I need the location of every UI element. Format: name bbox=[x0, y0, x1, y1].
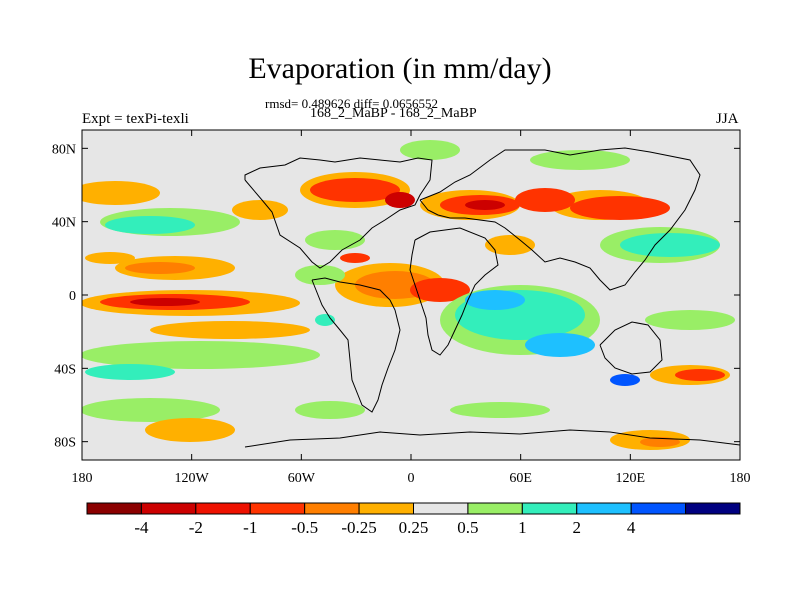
y-tick-label: 40S bbox=[54, 362, 76, 377]
field-negative bbox=[570, 196, 670, 220]
colorbar-label: -0.25 bbox=[341, 518, 376, 537]
colorbar: -4 -2 -1 -0.5 -0.25 0.25 0.5 1 2 4 bbox=[86, 502, 741, 537]
field-positive bbox=[85, 364, 175, 380]
field-negative bbox=[675, 369, 725, 381]
x-tick-label: 60W bbox=[288, 471, 316, 486]
y-tick-label: 80N bbox=[52, 142, 76, 157]
colorbar-swatch bbox=[195, 502, 251, 515]
field-negative bbox=[340, 253, 370, 263]
colorbar-swatch bbox=[413, 502, 469, 515]
field-negative bbox=[232, 200, 288, 220]
colorbar-label: -4 bbox=[134, 518, 149, 537]
experiment-label: Expt = texPi-texli bbox=[82, 111, 189, 127]
coastline-australia bbox=[599, 321, 663, 375]
coastline-eurasia bbox=[419, 147, 701, 291]
colorbar-swatch bbox=[304, 502, 360, 515]
contour-fields bbox=[82, 140, 735, 450]
field-positive bbox=[82, 398, 220, 422]
colorbar-swatch bbox=[685, 502, 741, 515]
x-tick-label: 120E bbox=[616, 471, 646, 486]
y-tick-label: 0 bbox=[69, 289, 76, 304]
field-positive bbox=[82, 341, 320, 369]
field-positive bbox=[645, 310, 735, 330]
field-negative bbox=[485, 235, 535, 255]
colorbar-swatch bbox=[140, 502, 197, 515]
coastline-south-america bbox=[311, 277, 401, 413]
colorbar-swatch bbox=[521, 502, 578, 515]
colorbar-label: -0.5 bbox=[291, 518, 318, 537]
field-negative bbox=[410, 278, 470, 302]
coastline-africa bbox=[409, 227, 499, 356]
x-tick-label: 180 bbox=[72, 471, 93, 486]
cases-label: 168_2_MaBP - 168_2_MaBP bbox=[310, 106, 477, 121]
coastlines bbox=[244, 147, 740, 448]
field-negative bbox=[125, 262, 195, 274]
colorbar-label: 4 bbox=[627, 518, 636, 537]
field-positive bbox=[530, 150, 630, 170]
field-positive bbox=[305, 230, 365, 250]
coastline-antarctica bbox=[244, 429, 740, 448]
field-negative bbox=[385, 192, 415, 208]
colorbar-swatch bbox=[358, 502, 415, 515]
field-positive bbox=[400, 140, 460, 160]
x-tick-label: 180 bbox=[730, 471, 751, 486]
colorbar-label: 1 bbox=[518, 518, 527, 537]
field-positive bbox=[525, 333, 595, 357]
field-positive bbox=[315, 314, 335, 326]
y-tick-label: 40N bbox=[52, 216, 76, 231]
colorbar-label: -2 bbox=[189, 518, 203, 537]
colorbar-swatch bbox=[467, 502, 523, 515]
field-positive bbox=[465, 290, 525, 310]
field-positive bbox=[295, 401, 365, 419]
colorbar-swatch bbox=[86, 502, 142, 515]
colorbar-swatch bbox=[249, 502, 306, 515]
x-tick-label: 60E bbox=[509, 471, 532, 486]
colorbar-label: 2 bbox=[573, 518, 582, 537]
field-negative bbox=[145, 418, 235, 442]
colorbar-label: 0.5 bbox=[457, 518, 478, 537]
stats-label: rmsd= 0.489626 diff= 0.0656552 bbox=[265, 96, 438, 111]
field-negative bbox=[465, 200, 505, 210]
field-negative bbox=[82, 181, 160, 205]
field-negative bbox=[310, 178, 400, 202]
colorbar-swatch bbox=[576, 502, 632, 515]
season-label: JJA bbox=[716, 111, 739, 127]
colorbar-swatch bbox=[630, 502, 687, 515]
field-negative bbox=[85, 252, 135, 264]
coastline-north-america bbox=[244, 157, 433, 269]
map-title: Evaporation (in mm/day) bbox=[248, 52, 552, 85]
field-positive bbox=[620, 233, 720, 257]
field-negative bbox=[515, 188, 575, 212]
field-negative bbox=[150, 321, 310, 339]
y-axis: 80N 40N 0 40S 80S bbox=[52, 142, 740, 451]
field-positive bbox=[450, 402, 550, 418]
field-negative bbox=[130, 298, 200, 306]
field-negative bbox=[640, 437, 680, 447]
colorbar-label: 0.25 bbox=[399, 518, 429, 537]
x-axis: 180 120W 60W 0 60E 120E 180 bbox=[72, 130, 751, 486]
field-positive bbox=[610, 374, 640, 386]
colorbar-label: -1 bbox=[243, 518, 257, 537]
x-tick-label: 0 bbox=[408, 471, 415, 486]
x-tick-label: 120W bbox=[175, 471, 210, 486]
field-positive bbox=[105, 216, 195, 234]
y-tick-label: 80S bbox=[54, 436, 76, 451]
